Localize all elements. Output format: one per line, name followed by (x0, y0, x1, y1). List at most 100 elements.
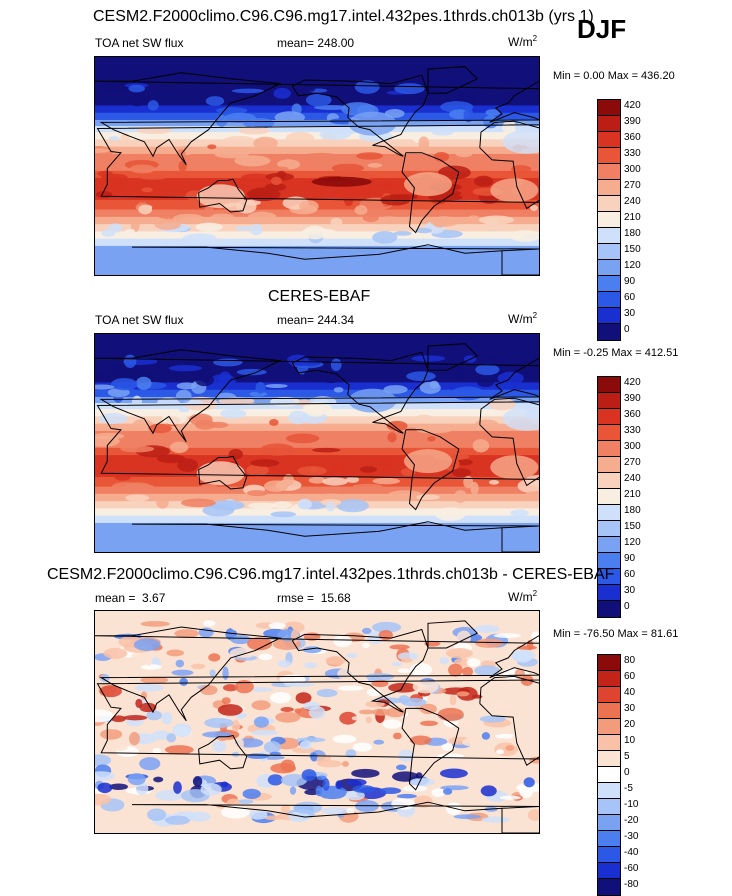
panel1-units-text: W/m (508, 35, 533, 49)
field-blob (419, 703, 437, 715)
field-blob (174, 629, 199, 638)
colorbar-cell (598, 489, 620, 505)
field-blob (297, 498, 312, 510)
field-blob (387, 432, 397, 443)
field-blob (200, 783, 222, 796)
colorbar-cell (598, 324, 620, 340)
panel1-mean: mean= 248.00 (277, 36, 354, 50)
field-blob (224, 112, 256, 124)
coastline (427, 620, 479, 649)
field-land (490, 455, 539, 480)
field-blob (488, 398, 516, 411)
field-blob (255, 381, 266, 394)
field-blob (131, 652, 146, 661)
field-blob (186, 811, 211, 822)
field-blob (305, 404, 326, 417)
field-blob (379, 787, 402, 795)
field-blob (342, 761, 349, 767)
panel2-map (94, 333, 540, 553)
panel2-range: Min = -0.25 Max = 412.51 (553, 347, 679, 359)
colorbar-label: 10 (624, 735, 636, 746)
colorbar-label: 150 (624, 521, 641, 532)
panel1-map (94, 56, 540, 276)
field-band (95, 382, 539, 391)
colorbar-cell (598, 212, 620, 228)
field-blob (195, 373, 215, 387)
field-blob (343, 194, 354, 207)
coastline (479, 675, 539, 766)
field-blob (140, 664, 162, 670)
field-blob (299, 740, 312, 750)
field-blob (409, 777, 435, 787)
field-blob (95, 754, 112, 767)
field-blob (488, 479, 500, 485)
colorbar-label: 390 (624, 116, 641, 127)
field-band (95, 105, 539, 114)
colorbar-cell (598, 879, 620, 895)
colorbar-cell (598, 847, 620, 863)
field-blob (345, 790, 365, 801)
field-blob (168, 365, 202, 372)
field-blob (406, 371, 436, 381)
field-blob (316, 688, 338, 698)
coastline (401, 152, 460, 234)
coastline (401, 707, 460, 791)
field-blob (419, 381, 441, 394)
colorbar-cell (598, 100, 620, 116)
field-blob (351, 716, 359, 721)
field-blob (147, 808, 167, 822)
coastline (479, 397, 539, 487)
field-blob (151, 631, 182, 640)
field-blob (202, 504, 235, 517)
field-blob (204, 717, 234, 729)
field-blob (481, 816, 510, 823)
field-blob (175, 659, 185, 668)
field-blob (270, 691, 292, 704)
panel3-colorbar (597, 654, 621, 896)
field-blob (303, 369, 323, 381)
field-blob (95, 793, 112, 806)
field-blob (231, 88, 265, 94)
colorbar-cell (598, 783, 620, 799)
field-blob (377, 216, 401, 224)
field-blob (389, 644, 410, 650)
field-blob (484, 217, 499, 231)
field-blob (396, 793, 417, 799)
field-blob (255, 166, 289, 171)
field-blob (383, 385, 408, 394)
field-blob (195, 419, 216, 430)
field-blob (352, 785, 376, 793)
field-blob (352, 742, 373, 752)
panel3-rmse: rmse = 15.68 (277, 591, 351, 605)
field-blob (290, 629, 300, 644)
field-blob (280, 706, 294, 712)
field-blob (230, 635, 251, 645)
field-blob (253, 136, 278, 150)
field-blob (418, 746, 446, 753)
field-blob (499, 795, 521, 800)
field-blob (474, 624, 500, 633)
field-blob (215, 107, 248, 114)
field-blob (209, 374, 236, 389)
field-blob (331, 462, 346, 472)
field-blob (419, 720, 438, 727)
field-blob (146, 652, 153, 667)
field-land (502, 406, 539, 431)
field-blob (295, 692, 312, 704)
field-blob (331, 163, 364, 173)
field-blob (140, 676, 169, 684)
field-blob (111, 744, 128, 751)
field-blob (95, 771, 115, 781)
field-blob (268, 622, 287, 629)
field-blob (397, 668, 411, 674)
field-blob (134, 684, 164, 692)
field-blob (99, 685, 122, 698)
field-blob (339, 711, 358, 725)
field-blob (166, 649, 185, 657)
field-blob (103, 647, 128, 659)
coastline (198, 455, 248, 490)
field-blob (455, 150, 473, 158)
colorbar-cell (598, 473, 620, 489)
field-blob (177, 458, 198, 472)
field-blob (171, 669, 194, 676)
